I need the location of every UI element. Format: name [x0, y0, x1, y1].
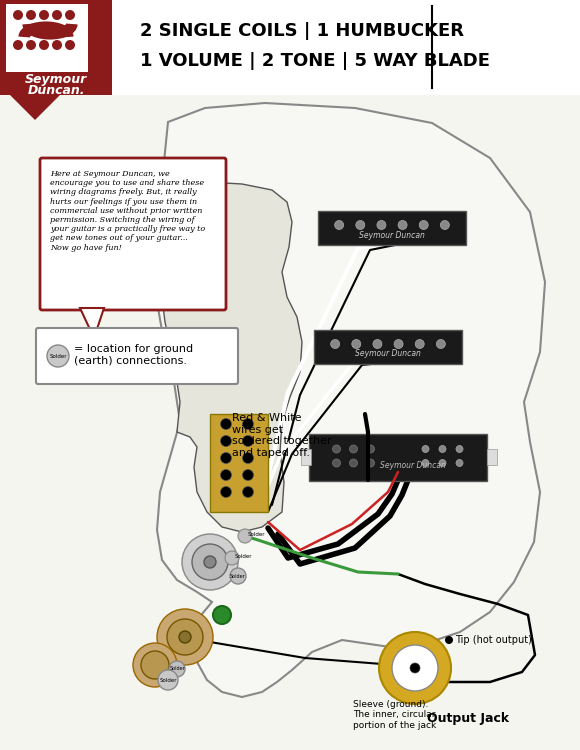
- Circle shape: [445, 636, 453, 644]
- Text: Solder: Solder: [160, 677, 177, 682]
- Circle shape: [220, 470, 231, 481]
- Circle shape: [220, 487, 231, 497]
- Circle shape: [220, 436, 231, 446]
- Text: Red & White
wires get
soldered together
and taped off.: Red & White wires get soldered together …: [232, 413, 332, 458]
- Text: Solder: Solder: [235, 554, 252, 559]
- FancyBboxPatch shape: [40, 158, 226, 310]
- Circle shape: [65, 10, 75, 20]
- Circle shape: [238, 529, 252, 543]
- Circle shape: [220, 452, 231, 464]
- Circle shape: [410, 663, 420, 673]
- Circle shape: [52, 10, 62, 20]
- Text: Seymour: Seymour: [25, 73, 87, 86]
- Text: Seymour Duncan: Seymour Duncan: [355, 350, 421, 358]
- Circle shape: [335, 220, 343, 230]
- Bar: [318, 211, 466, 245]
- Circle shape: [13, 40, 23, 50]
- Circle shape: [26, 40, 36, 50]
- Circle shape: [242, 452, 253, 464]
- Circle shape: [352, 340, 361, 349]
- Circle shape: [167, 619, 203, 655]
- Circle shape: [133, 643, 177, 687]
- Circle shape: [419, 220, 428, 230]
- Circle shape: [65, 40, 75, 50]
- Circle shape: [220, 419, 231, 430]
- Circle shape: [225, 551, 239, 565]
- Text: Solder: Solder: [248, 532, 266, 536]
- Polygon shape: [157, 103, 545, 697]
- Circle shape: [436, 340, 445, 349]
- Text: Duncan.: Duncan.: [27, 84, 85, 97]
- Circle shape: [367, 445, 375, 453]
- Circle shape: [213, 606, 231, 624]
- Circle shape: [332, 459, 340, 467]
- Circle shape: [242, 419, 253, 430]
- Bar: [210, 414, 268, 512]
- FancyBboxPatch shape: [36, 328, 238, 384]
- Circle shape: [415, 340, 424, 349]
- Circle shape: [158, 670, 178, 690]
- Circle shape: [192, 544, 228, 580]
- Text: Output Jack: Output Jack: [427, 712, 509, 725]
- Polygon shape: [10, 95, 60, 120]
- Text: 2 SINGLE COILS | 1 HUMBUCKER: 2 SINGLE COILS | 1 HUMBUCKER: [140, 22, 464, 40]
- Circle shape: [47, 345, 69, 367]
- Polygon shape: [80, 308, 104, 338]
- Circle shape: [394, 340, 403, 349]
- Circle shape: [440, 220, 450, 230]
- Circle shape: [332, 445, 340, 453]
- Circle shape: [456, 446, 463, 452]
- Circle shape: [204, 556, 216, 568]
- Text: Seymour Duncan: Seymour Duncan: [380, 460, 446, 470]
- Text: Solder: Solder: [230, 574, 246, 578]
- Circle shape: [439, 446, 446, 452]
- Text: Sleeve (ground).
The inner, circular
portion of the jack: Sleeve (ground). The inner, circular por…: [353, 700, 436, 730]
- Circle shape: [379, 632, 451, 704]
- Circle shape: [373, 340, 382, 349]
- Text: = location for ground
(earth) connections.: = location for ground (earth) connection…: [74, 344, 193, 365]
- Circle shape: [52, 40, 62, 50]
- Bar: [0, 0, 112, 95]
- Circle shape: [398, 220, 407, 230]
- Circle shape: [422, 446, 429, 452]
- Circle shape: [242, 487, 253, 497]
- Circle shape: [13, 10, 23, 20]
- Circle shape: [439, 460, 446, 466]
- Circle shape: [242, 436, 253, 446]
- Bar: [301, 449, 311, 465]
- Circle shape: [230, 568, 246, 584]
- Text: Tip (hot output): Tip (hot output): [455, 635, 532, 645]
- Circle shape: [39, 40, 49, 50]
- Circle shape: [350, 459, 357, 467]
- Bar: [6, 4, 88, 72]
- Circle shape: [39, 10, 49, 20]
- Bar: [487, 449, 497, 465]
- Circle shape: [422, 460, 429, 466]
- Text: Solder: Solder: [49, 353, 67, 358]
- Circle shape: [182, 534, 238, 590]
- Circle shape: [331, 340, 340, 349]
- Circle shape: [350, 445, 357, 453]
- Bar: [314, 330, 462, 364]
- Circle shape: [456, 460, 463, 466]
- Text: 1 VOLUME | 2 TONE | 5 WAY BLADE: 1 VOLUME | 2 TONE | 5 WAY BLADE: [140, 52, 490, 70]
- Circle shape: [141, 651, 169, 679]
- Circle shape: [242, 470, 253, 481]
- Circle shape: [157, 609, 213, 665]
- Polygon shape: [160, 182, 302, 532]
- Text: Solder: Solder: [169, 667, 185, 671]
- Circle shape: [26, 10, 36, 20]
- Circle shape: [377, 220, 386, 230]
- Circle shape: [179, 631, 191, 643]
- Circle shape: [169, 661, 185, 677]
- Bar: [0, 0, 580, 95]
- Text: Seymour Duncan: Seymour Duncan: [359, 230, 425, 239]
- Text: Here at Seymour Duncan, we
encourage you to use and share these
wiring diagrams : Here at Seymour Duncan, we encourage you…: [50, 170, 205, 251]
- Circle shape: [367, 459, 375, 467]
- Circle shape: [392, 645, 438, 691]
- Bar: [309, 433, 487, 481]
- Circle shape: [356, 220, 365, 230]
